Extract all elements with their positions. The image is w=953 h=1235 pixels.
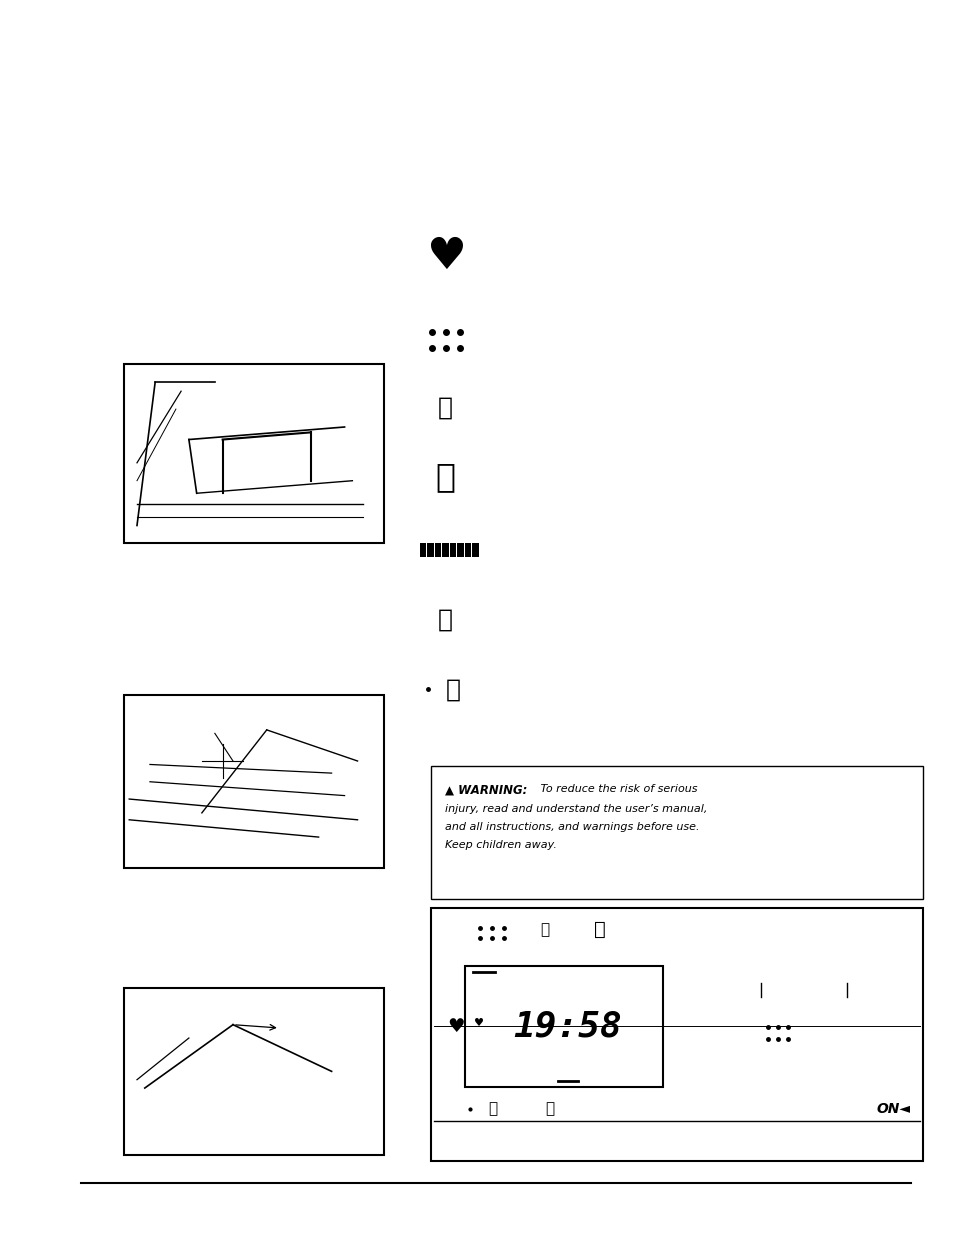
Bar	[124, 364, 383, 543]
Ellipse shape	[726, 997, 795, 1073]
Text: 🔥: 🔥	[436, 461, 455, 493]
Text: 🚴: 🚴	[488, 1102, 497, 1116]
Bar	[599, 1105, 606, 1112]
Text: 19:58: 19:58	[513, 1009, 621, 1044]
Bar	[449, 542, 456, 557]
Circle shape	[202, 740, 243, 782]
Text: injury, read and understand the user’s manual,: injury, read and understand the user’s m…	[445, 804, 707, 814]
Bar	[427, 542, 433, 557]
Text: and all instructions, and warnings before use.: and all instructions, and warnings befor…	[445, 821, 699, 831]
Bar	[441, 542, 448, 557]
Ellipse shape	[812, 997, 881, 1073]
Bar	[464, 966, 662, 1087]
Bar	[431, 908, 922, 1161]
Bar	[456, 542, 463, 557]
Bar	[464, 542, 471, 557]
Text: 🕐: 🕐	[544, 1102, 554, 1116]
Bar	[431, 766, 922, 899]
Bar	[419, 542, 426, 557]
Ellipse shape	[293, 1102, 344, 1135]
Text: 🔥: 🔥	[437, 395, 453, 420]
Text: ▲ WARNING:: ▲ WARNING:	[445, 784, 527, 797]
Text: Keep children away.: Keep children away.	[445, 840, 557, 850]
Text: ♥: ♥	[425, 236, 465, 278]
Text: ON◄: ON◄	[876, 1102, 909, 1115]
Text: ♥: ♥	[473, 1018, 483, 1028]
Text: To reduce the risk of serious: To reduce the risk of serious	[537, 784, 697, 794]
Bar	[124, 988, 383, 1155]
Text: 🕐: 🕐	[437, 608, 453, 632]
Bar	[472, 542, 478, 557]
Text: ♥: ♥	[447, 1016, 464, 1036]
Ellipse shape	[150, 1102, 202, 1135]
Ellipse shape	[287, 1016, 314, 1036]
Text: 🔥: 🔥	[593, 920, 605, 940]
Bar	[626, 1100, 633, 1118]
Bar	[617, 1102, 624, 1115]
Bar	[608, 1104, 615, 1114]
Text: 🔥: 🔥	[539, 923, 549, 937]
Bar	[274, 1008, 326, 1045]
Bar	[308, 1015, 318, 1025]
Circle shape	[446, 1019, 462, 1034]
Bar	[124, 695, 383, 868]
Text: 🚴: 🚴	[446, 677, 460, 701]
Bar	[434, 542, 440, 557]
